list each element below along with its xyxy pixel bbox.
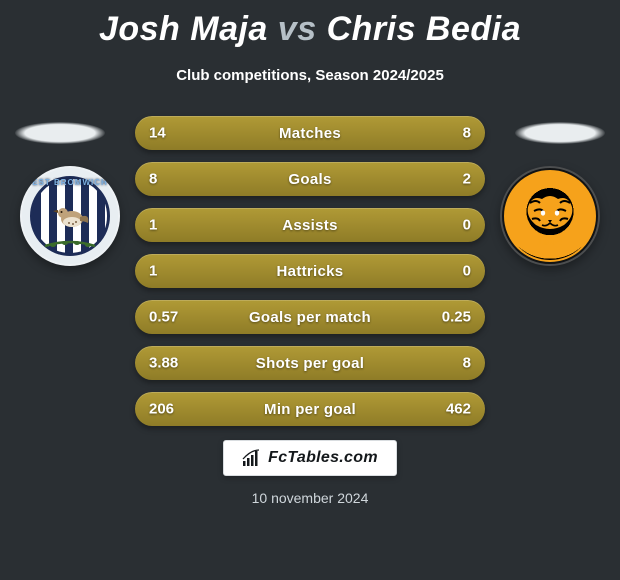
stat-row: 1 Assists 0 xyxy=(135,208,485,242)
stat-value-left: 1 xyxy=(149,263,157,280)
stat-label: Matches xyxy=(279,125,341,142)
stat-value-left: 0.57 xyxy=(149,309,178,326)
stat-label: Hattricks xyxy=(277,263,344,280)
footer: FcTables.com 10 november 2024 xyxy=(0,440,620,506)
stat-label: Shots per goal xyxy=(256,355,364,372)
vs-separator: vs xyxy=(278,10,317,48)
thrush-bird-icon xyxy=(50,201,90,235)
stat-value-left: 1 xyxy=(149,217,157,234)
stat-rows: 14 Matches 8 8 Goals 2 1 Assists 0 1 Hattricks 0 0.5… xyxy=(135,116,485,426)
brand-badge: FcTables.com xyxy=(223,440,397,476)
stat-row: 8 Goals 2 xyxy=(135,162,485,196)
hawthorn-branch-icon xyxy=(43,240,97,250)
crest-top-text: EST BROMWICH xyxy=(20,178,120,187)
stat-value-right: 0.25 xyxy=(442,309,471,326)
stat-value-right: 0 xyxy=(463,217,471,234)
stat-value-left: 206 xyxy=(149,401,174,418)
tiger-head-icon xyxy=(524,193,576,231)
crest-year: 1904 xyxy=(537,237,563,248)
stat-row: 14 Matches 8 xyxy=(135,116,485,150)
stat-row: 3.88 Shots per goal 8 xyxy=(135,346,485,380)
stat-row: 206 Min per goal 462 xyxy=(135,392,485,426)
stat-label: Goals xyxy=(288,171,331,188)
stat-value-left: 14 xyxy=(149,125,166,142)
player1-name: Josh Maja xyxy=(99,10,268,48)
brand-text: FcTables.com xyxy=(268,449,378,467)
stat-row: 0.57 Goals per match 0.25 xyxy=(135,300,485,334)
stat-label: Min per goal xyxy=(264,401,356,418)
subtitle: Club competitions, Season 2024/2025 xyxy=(0,67,620,84)
fctables-logo-icon xyxy=(242,449,260,467)
stat-value-right: 8 xyxy=(463,125,471,142)
stat-value-right: 0 xyxy=(463,263,471,280)
player1-shadow-ellipse xyxy=(15,122,105,144)
generated-date: 10 november 2024 xyxy=(252,490,369,506)
stat-label: Goals per match xyxy=(249,309,371,326)
comparison-title: Josh Maja vs Chris Bedia xyxy=(0,0,620,49)
stat-value-left: 8 xyxy=(149,171,157,188)
stat-row: 1 Hattricks 0 xyxy=(135,254,485,288)
stat-value-right: 2 xyxy=(463,171,471,188)
player1-club-crest: EST BROMWICH xyxy=(20,166,120,266)
stat-label: Assists xyxy=(282,217,337,234)
player2-name: Chris Bedia xyxy=(327,10,521,48)
player2-shadow-ellipse xyxy=(515,122,605,144)
stat-value-right: 462 xyxy=(446,401,471,418)
stat-value-left: 3.88 xyxy=(149,355,178,372)
stat-value-right: 8 xyxy=(463,355,471,372)
player2-club-crest: 1904 xyxy=(500,166,600,266)
